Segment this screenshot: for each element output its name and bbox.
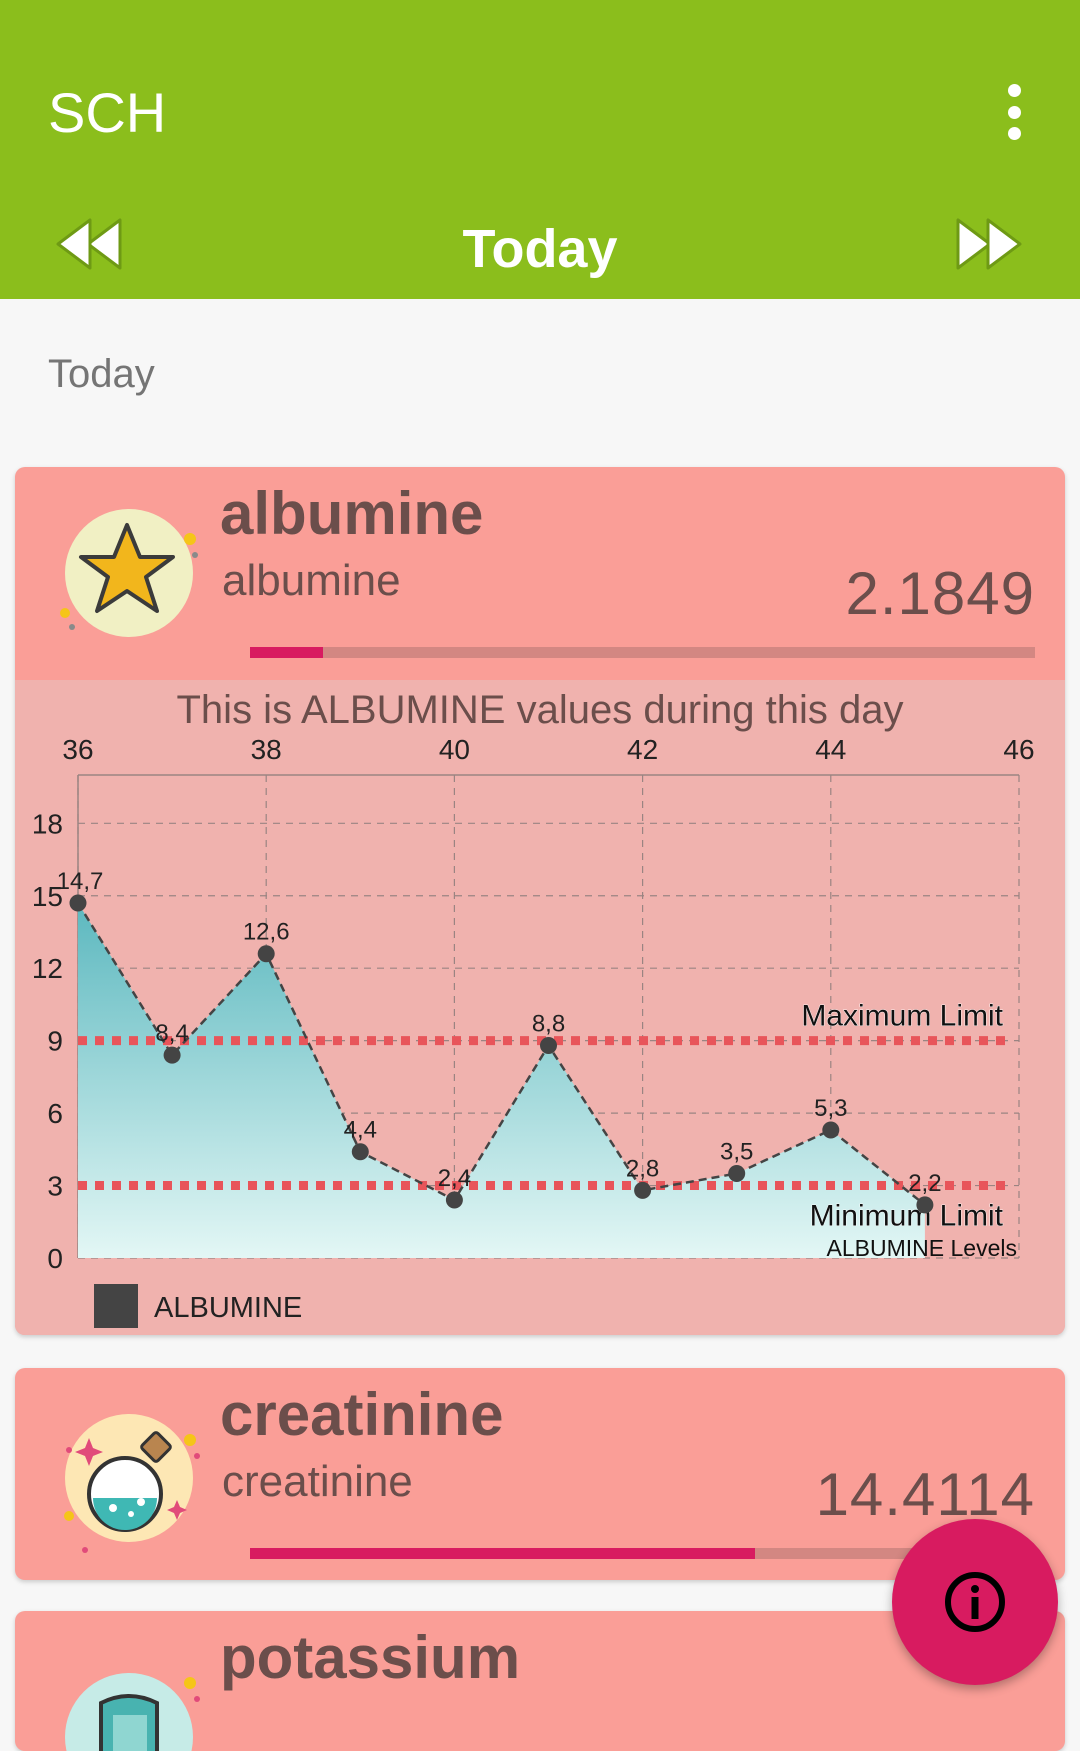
y-tick-label: 12 (32, 953, 63, 984)
legend-swatch (94, 1284, 138, 1328)
progress-bar (250, 647, 1035, 658)
y-tick-label: 6 (47, 1098, 63, 1129)
y-tick-label: 9 (47, 1026, 63, 1057)
app-bar: SCH Today (0, 0, 1080, 299)
card-title: albumine (220, 480, 484, 547)
info-fab-button[interactable] (892, 1519, 1058, 1685)
card-subtitle: creatinine (222, 1457, 413, 1506)
data-point (540, 1036, 557, 1054)
y-tick-label: 3 (47, 1171, 63, 1202)
x-tick-label: 46 (1003, 734, 1034, 765)
limit-label: Maximum Limit (801, 1000, 1003, 1033)
data-label: 2,8 (626, 1155, 659, 1182)
section-label: Today (48, 352, 155, 396)
data-label: 2,2 (908, 1170, 941, 1197)
chart-description: ALBUMINE Levels (827, 1235, 1017, 1261)
data-point (634, 1181, 652, 1199)
card-title: creatinine (220, 1381, 504, 1448)
data-label: 12,6 (243, 919, 290, 946)
legend-label: ALBUMINE (154, 1292, 302, 1324)
x-tick-label: 36 (62, 734, 93, 765)
nav-date-title: Today (462, 219, 618, 279)
previous-day-button[interactable] (50, 214, 142, 274)
card-title: potassium (220, 1624, 521, 1691)
card-value: 2.1849 (845, 560, 1035, 627)
data-label: 2,4 (438, 1165, 471, 1192)
chart-panel: This is ALBUMINE values during this day … (15, 680, 1065, 1335)
card-subtitle: albumine (222, 556, 401, 605)
info-icon (945, 1572, 1005, 1632)
data-point (257, 945, 275, 963)
app-title: SCH (48, 81, 167, 144)
x-tick-label: 44 (815, 734, 846, 765)
next-day-button[interactable] (950, 214, 1042, 274)
data-point (445, 1191, 463, 1209)
creatinine-card[interactable]: creatinine creatinine 14.4114 (15, 1368, 1065, 1580)
albumine-chart: Maximum Limit Minimum Limit 14,7 8,4 12,6 4,… (32, 734, 1035, 1328)
data-label: 3,5 (720, 1138, 753, 1165)
y-tick-label: 18 (32, 808, 63, 839)
x-tick-label: 40 (439, 734, 470, 765)
y-tick-label: 15 (32, 881, 63, 912)
data-label: 8,8 (532, 1010, 565, 1037)
limit-label: Minimum Limit (810, 1200, 1004, 1233)
overflow-menu-icon[interactable] (990, 84, 1038, 140)
star-icon (60, 509, 198, 637)
data-label: 14,7 (57, 868, 104, 895)
data-point (822, 1121, 840, 1139)
data-label: 5,3 (814, 1095, 847, 1122)
area-fill (78, 902, 925, 1258)
data-point (351, 1143, 369, 1161)
progress-fill (250, 647, 323, 658)
data-point (728, 1164, 746, 1182)
series-line (76, 902, 926, 1206)
data-label: 8,4 (155, 1020, 188, 1047)
potion-icon (64, 1414, 200, 1553)
data-point (163, 1046, 181, 1064)
fast-forward-icon (956, 218, 1022, 270)
progress-bar (250, 1548, 1035, 1559)
y-tick-label: 0 (47, 1243, 63, 1274)
data-point (69, 894, 87, 912)
card-value: 14.4114 (815, 1461, 1035, 1528)
chart-title: This is ALBUMINE values during this day (176, 688, 904, 732)
rewind-icon (56, 218, 122, 270)
x-tick-label: 42 (627, 734, 658, 765)
data-point (916, 1196, 934, 1214)
albumine-card[interactable]: albumine albumine 2.1849 This is ALBUMIN… (15, 467, 1065, 1335)
x-tick-label: 38 (251, 734, 282, 765)
shield-icon (65, 1673, 200, 1751)
progress-fill (250, 1548, 755, 1559)
data-label: 4,4 (344, 1117, 377, 1144)
